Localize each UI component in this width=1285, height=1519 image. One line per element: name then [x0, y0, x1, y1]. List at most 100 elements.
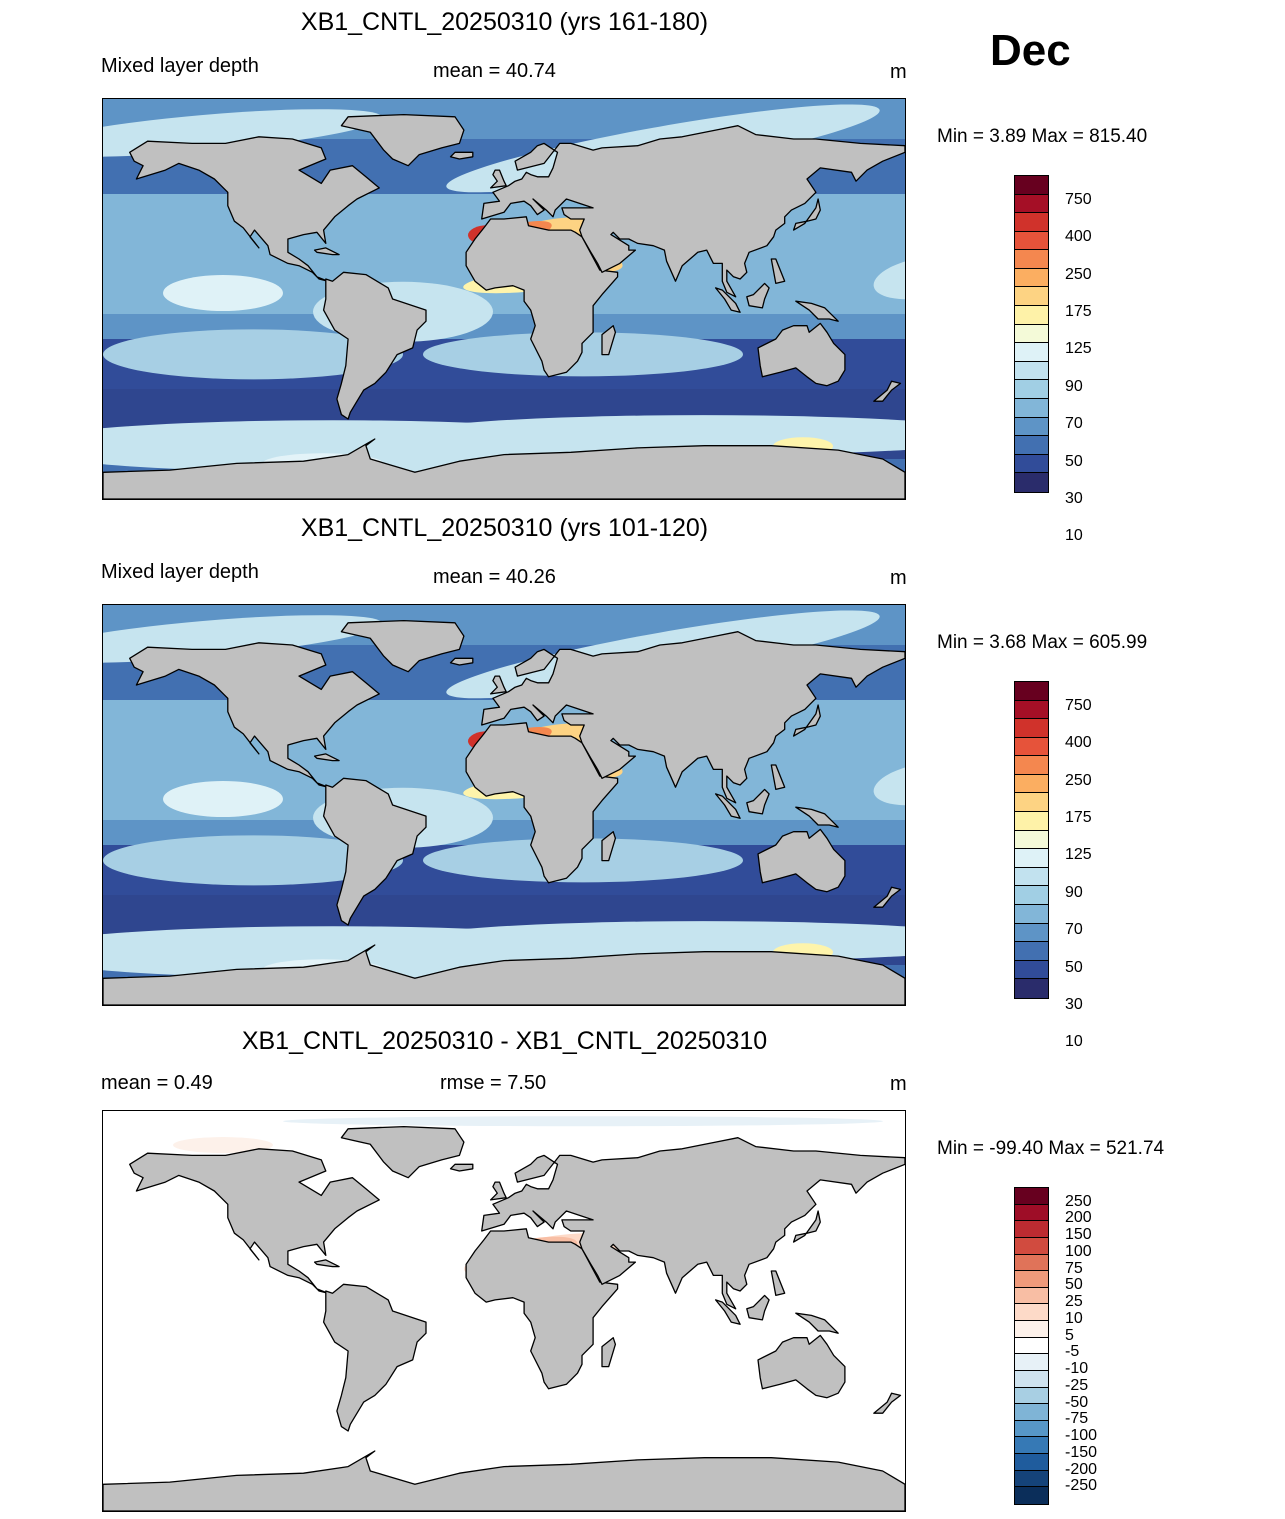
- colorbar-swatch: [1015, 1370, 1048, 1388]
- colorbar-label: 10: [1065, 1033, 1083, 1051]
- colorbar-label: 150: [1065, 1226, 1092, 1244]
- panel-3-map: [102, 1110, 906, 1512]
- colorbar-swatch: [1015, 812, 1048, 831]
- colorbar-label: 250: [1065, 1192, 1092, 1210]
- colorbar-label: 200: [1065, 1209, 1092, 1227]
- colorbar-label: -100: [1065, 1427, 1098, 1445]
- panel-2-units-label: m: [890, 567, 907, 589]
- panel-3-title: XB1_CNTL_20250310 - XB1_CNTL_20250310: [241, 1027, 768, 1055]
- colorbar-label: -10: [1065, 1360, 1089, 1378]
- colorbar-label: -75: [1065, 1410, 1089, 1428]
- colorbar-swatch: [1015, 324, 1048, 344]
- panel-2-map: [102, 604, 906, 1006]
- colorbar-label: 175: [1065, 302, 1092, 320]
- colorbar-label: -200: [1065, 1460, 1098, 1478]
- panel-2-colorbar: [1014, 681, 1049, 999]
- panel-2-min-max: Min = 3.68 Max = 605.99: [937, 632, 1148, 653]
- colorbar-label: -50: [1065, 1393, 1089, 1411]
- panel-3-mean-label: mean = 0.49: [101, 1072, 213, 1094]
- colorbar-swatch: [1015, 942, 1048, 961]
- panel-3-colorbar: [1014, 1187, 1049, 1505]
- colorbar-swatch: [1015, 1188, 1048, 1205]
- colorbar-swatch: [1015, 830, 1048, 850]
- colorbar-swatch: [1015, 923, 1048, 943]
- colorbar-label: 50: [1065, 452, 1083, 470]
- colorbar-swatch: [1015, 306, 1048, 325]
- colorbar-swatch: [1015, 454, 1048, 474]
- colorbar-label: 400: [1065, 228, 1092, 246]
- colorbar-swatch: [1015, 756, 1048, 775]
- colorbar-swatch: [1015, 1321, 1048, 1338]
- colorbar-swatch: [1015, 361, 1048, 381]
- colorbar-label: 250: [1065, 265, 1092, 283]
- panel-1-variable-label: Mixed layer depth: [101, 55, 259, 77]
- panel-2-mean-label: mean = 40.26: [433, 566, 556, 588]
- colorbar-swatch: [1015, 867, 1048, 887]
- colorbar-swatch: [1015, 849, 1048, 868]
- colorbar-label: 100: [1065, 1242, 1092, 1260]
- colorbar-label: -25: [1065, 1376, 1089, 1394]
- colorbar-swatch: [1015, 287, 1048, 307]
- colorbar-swatch: [1015, 473, 1048, 492]
- panel-1-min-max: Min = 3.89 Max = 815.40: [937, 126, 1148, 147]
- colorbar-swatch: [1015, 436, 1048, 455]
- colorbar-swatch: [1015, 1454, 1048, 1471]
- colorbar-label: 175: [1065, 808, 1092, 826]
- colorbar-swatch: [1015, 231, 1048, 251]
- colorbar-swatch: [1015, 1254, 1048, 1272]
- month-label: Dec: [990, 26, 1071, 75]
- colorbar-label: 30: [1065, 996, 1083, 1013]
- colorbar-label: 50: [1065, 958, 1083, 976]
- colorbar-label: 10: [1065, 527, 1083, 545]
- colorbar-swatch: [1015, 979, 1048, 998]
- colorbar-swatch: [1015, 737, 1048, 757]
- colorbar-swatch: [1015, 250, 1048, 269]
- colorbar-label: 70: [1065, 921, 1083, 939]
- colorbar-label: 90: [1065, 377, 1083, 395]
- panel-3-rmse-label: rmse = 7.50: [440, 1072, 547, 1094]
- colorbar-swatch: [1015, 194, 1048, 214]
- colorbar-swatch: [1015, 1470, 1048, 1488]
- colorbar-swatch: [1015, 1204, 1048, 1222]
- colorbar-label: -5: [1065, 1343, 1080, 1361]
- panel-1-map: [102, 98, 906, 500]
- colorbar-label: 400: [1065, 734, 1092, 752]
- colorbar-swatch: [1015, 904, 1048, 924]
- colorbar-label: 25: [1065, 1293, 1083, 1311]
- colorbar-swatch: [1015, 343, 1048, 362]
- colorbar-swatch: [1015, 700, 1048, 720]
- colorbar-swatch: [1015, 213, 1048, 232]
- colorbar-swatch: [1015, 268, 1048, 288]
- colorbar-label: 70: [1065, 415, 1083, 433]
- colorbar-label: 90: [1065, 883, 1083, 901]
- colorbar-label: 250: [1065, 771, 1092, 789]
- colorbar-label: -250: [1065, 1477, 1098, 1495]
- colorbar-swatch: [1015, 793, 1048, 813]
- colorbar-swatch: [1015, 1420, 1048, 1438]
- colorbar-label: -150: [1065, 1443, 1098, 1461]
- colorbar-label: 125: [1065, 846, 1092, 864]
- colorbar-swatch: [1015, 1221, 1048, 1238]
- colorbar-swatch: [1015, 417, 1048, 437]
- colorbar-swatch: [1015, 774, 1048, 794]
- colorbar-swatch: [1015, 1437, 1048, 1454]
- colorbar-label: 750: [1065, 190, 1092, 208]
- colorbar-swatch: [1015, 380, 1048, 399]
- colorbar-swatch: [1015, 1337, 1048, 1355]
- colorbar-swatch: [1015, 1271, 1048, 1288]
- colorbar-swatch: [1015, 1304, 1048, 1321]
- panel-3-min-max: Min = -99.40 Max = 521.74: [937, 1138, 1165, 1159]
- colorbar-label: 5: [1065, 1326, 1074, 1344]
- colorbar-swatch: [1015, 719, 1048, 738]
- panel-1-title: XB1_CNTL_20250310 (yrs 161-180): [300, 8, 709, 36]
- colorbar-label: 750: [1065, 696, 1092, 714]
- colorbar-swatch: [1015, 1387, 1048, 1405]
- colorbar-label: 50: [1065, 1276, 1083, 1294]
- colorbar-label: 10: [1065, 1309, 1083, 1327]
- colorbar-label: 75: [1065, 1259, 1083, 1277]
- colorbar-swatch: [1015, 398, 1048, 418]
- colorbar-swatch: [1015, 1404, 1048, 1421]
- colorbar-swatch: [1015, 1354, 1048, 1371]
- panel-2-variable-label: Mixed layer depth: [101, 561, 259, 583]
- panel-2-title: XB1_CNTL_20250310 (yrs 101-120): [300, 514, 709, 542]
